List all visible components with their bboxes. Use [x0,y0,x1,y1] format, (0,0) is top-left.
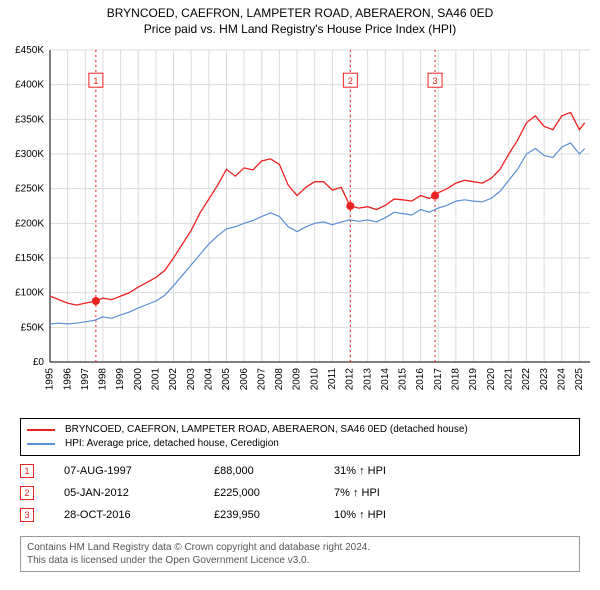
legend-swatch [27,429,55,431]
event-date: 28-OCT-2016 [64,506,214,524]
chart-titles: BRYNCOED, CAEFRON, LAMPETER ROAD, ABERAE… [0,0,600,36]
footer-line-2: This data is licensed under the Open Gov… [27,554,573,567]
legend-box: BRYNCOED, CAEFRON, LAMPETER ROAD, ABERAE… [20,418,580,456]
svg-text:2000: 2000 [133,368,144,391]
attribution-footer: Contains HM Land Registry data © Crown c… [20,536,580,572]
svg-text:2014: 2014 [380,368,391,391]
legend-row: HPI: Average price, detached house, Cere… [27,437,573,451]
chart-plot-area: £0 £50K £100K £150K £200K £250K £300K £350K £400… [0,42,600,412]
event-price: £88,000 [214,462,334,480]
svg-text:£200K: £200K [15,218,44,229]
svg-text:2012: 2012 [345,368,356,391]
svg-text:2004: 2004 [203,368,214,391]
svg-text:2015: 2015 [398,368,409,391]
svg-text:£400K: £400K [15,80,44,91]
svg-text:2010: 2010 [309,368,320,391]
svg-text:1999: 1999 [115,368,126,391]
svg-text:2017: 2017 [433,368,444,391]
svg-text:2013: 2013 [362,368,373,391]
svg-text:2019: 2019 [468,368,479,391]
event-hpi-delta: 31% ↑ HPI [334,462,386,480]
svg-text:2: 2 [348,76,353,86]
footer-line-1: Contains HM Land Registry data © Crown c… [27,541,573,554]
svg-text:1995: 1995 [45,368,56,391]
svg-text:£0: £0 [33,357,45,368]
svg-text:2020: 2020 [486,368,497,391]
event-hpi-delta: 7% ↑ HPI [334,484,380,502]
chart-container: BRYNCOED, CAEFRON, LAMPETER ROAD, ABERAE… [0,0,600,590]
svg-text:2018: 2018 [451,368,462,391]
title-line-1: BRYNCOED, CAEFRON, LAMPETER ROAD, ABERAE… [0,6,600,20]
event-marker-number: 2 [20,486,34,500]
events-table: 1 07-AUG-1997£88,00031% ↑ HPI 2 05-JAN-2012… [20,462,580,528]
svg-text:£450K: £450K [15,45,44,56]
svg-text:2003: 2003 [186,368,197,391]
svg-text:2011: 2011 [327,368,338,390]
svg-text:£50K: £50K [21,322,45,333]
event-row: 3 28-OCT-2016£239,95010% ↑ HPI [20,506,580,524]
svg-text:2002: 2002 [168,368,179,391]
event-marker-number: 1 [20,464,34,478]
legend-label: BRYNCOED, CAEFRON, LAMPETER ROAD, ABERAE… [65,423,468,437]
event-price: £225,000 [214,484,334,502]
svg-text:2021: 2021 [503,368,514,391]
event-date: 05-JAN-2012 [64,484,214,502]
svg-text:2001: 2001 [151,368,162,391]
svg-text:£250K: £250K [15,184,44,195]
line-chart-svg: £0 £50K £100K £150K £200K £250K £300K £350K £400… [0,42,600,412]
event-row: 1 07-AUG-1997£88,00031% ↑ HPI [20,462,580,480]
svg-text:1997: 1997 [80,368,91,391]
svg-text:£150K: £150K [15,253,44,264]
svg-text:2024: 2024 [556,368,567,391]
legend-label: HPI: Average price, detached house, Cere… [65,437,279,451]
svg-text:2023: 2023 [539,368,550,391]
event-marker-number: 3 [20,508,34,522]
svg-text:1998: 1998 [98,368,109,391]
title-line-2: Price paid vs. HM Land Registry's House … [0,22,600,36]
svg-text:1: 1 [93,76,98,86]
svg-text:2007: 2007 [256,368,267,391]
svg-text:2008: 2008 [274,368,285,391]
svg-text:£300K: £300K [15,149,44,160]
event-row: 2 05-JAN-2012£225,0007% ↑ HPI [20,484,580,502]
svg-text:2016: 2016 [415,368,426,391]
event-hpi-delta: 10% ↑ HPI [334,506,386,524]
svg-text:£350K: £350K [15,114,44,125]
legend-swatch [27,443,55,445]
svg-text:1996: 1996 [62,368,73,391]
legend-row: BRYNCOED, CAEFRON, LAMPETER ROAD, ABERAE… [27,423,573,437]
event-price: £239,950 [214,506,334,524]
event-date: 07-AUG-1997 [64,462,214,480]
svg-text:2006: 2006 [239,368,250,391]
svg-text:2009: 2009 [292,368,303,391]
svg-text:2025: 2025 [574,368,585,391]
svg-text:3: 3 [433,76,438,86]
svg-text:£100K: £100K [15,288,44,299]
svg-text:2005: 2005 [221,368,232,391]
svg-text:2022: 2022 [521,368,532,391]
